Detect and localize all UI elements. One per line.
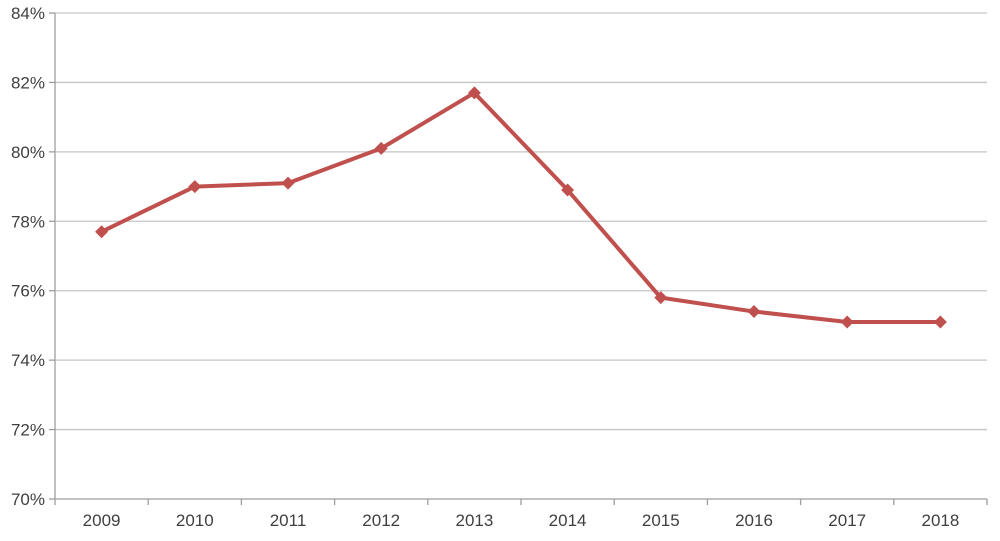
data-point-marker xyxy=(95,225,109,239)
data-point-marker xyxy=(747,305,761,319)
x-axis-tick-label: 2012 xyxy=(362,511,400,530)
data-point-marker xyxy=(933,315,947,329)
x-axis-tick-label: 2011 xyxy=(270,511,307,530)
data-point-marker xyxy=(467,86,481,100)
data-line xyxy=(99,90,943,324)
x-axis-tick-label: 2010 xyxy=(176,511,214,530)
x-axis-tick-label: 2018 xyxy=(921,511,959,530)
data-point-marker xyxy=(654,291,668,305)
x-axis-tick-label: 2009 xyxy=(83,511,121,530)
y-axis-tick-label: 78% xyxy=(11,212,45,231)
data-point-marker xyxy=(840,315,854,329)
data-point-marker xyxy=(281,176,295,190)
y-axis-tick-label: 80% xyxy=(11,143,45,162)
x-axis-tick-label: 2014 xyxy=(549,511,587,530)
x-axis-tick-label: 2013 xyxy=(455,511,493,530)
y-axis-tick-label: 82% xyxy=(11,73,45,92)
x-axis-tick-label: 2017 xyxy=(828,511,866,530)
data-point-marker xyxy=(561,183,575,197)
y-axis-tick-label: 74% xyxy=(11,351,45,370)
x-axis-tick-label: 2015 xyxy=(642,511,680,530)
y-axis-tick-label: 70% xyxy=(11,490,45,509)
y-axis-tick-label: 84% xyxy=(11,4,45,23)
x-axis-tick-label: 2016 xyxy=(735,511,773,530)
y-axis-tick-label: 72% xyxy=(11,421,45,440)
data-point-marker xyxy=(188,180,202,194)
y-axis-tick-label: 76% xyxy=(11,282,45,301)
data-point-marker xyxy=(374,141,388,155)
